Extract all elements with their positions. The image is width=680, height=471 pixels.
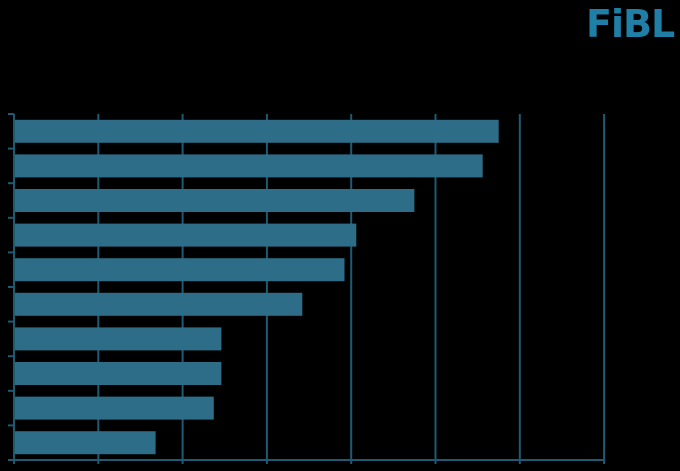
fibl-logo: FiBL [586, 2, 675, 46]
bar-8 [14, 362, 222, 385]
bar-3 [14, 189, 415, 212]
bar-7 [14, 327, 222, 351]
chart-axes [8, 113, 605, 464]
bar-10 [14, 431, 156, 455]
bar-1 [14, 119, 499, 143]
bar-5 [14, 258, 345, 282]
bar-6 [14, 292, 303, 316]
chart-bars [14, 119, 499, 455]
bar-4 [14, 223, 357, 247]
bar-2 [14, 154, 483, 178]
bar-9 [14, 396, 214, 420]
